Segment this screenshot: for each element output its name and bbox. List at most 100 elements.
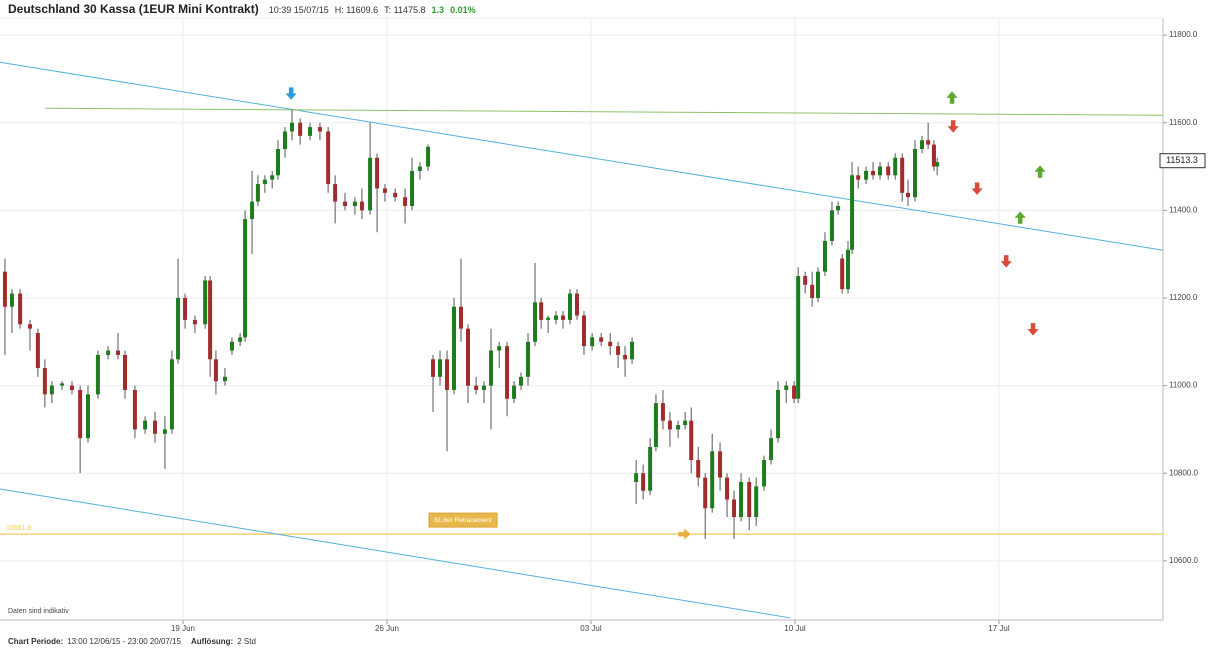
candle-body xyxy=(162,429,167,434)
candle-body xyxy=(696,460,701,478)
candle-body xyxy=(431,359,436,377)
candle-body xyxy=(754,486,759,518)
candle-body xyxy=(519,376,524,386)
resolution: 2 Std xyxy=(237,637,256,646)
candle-body xyxy=(474,385,479,390)
price-box xyxy=(1159,153,1206,169)
chart: Daten sind indikativ 10600.0 10800.0 11000… xyxy=(0,17,1206,633)
candle-body xyxy=(567,293,572,320)
candle-body xyxy=(845,249,850,290)
candle-body xyxy=(238,337,243,342)
candle-body xyxy=(382,188,387,193)
candle-body xyxy=(49,385,54,395)
candle-body xyxy=(900,157,905,193)
candle-body xyxy=(776,389,781,439)
time: 10:39 15/07/15 xyxy=(268,5,329,15)
candle-body xyxy=(368,157,373,211)
x-tick-label: 03 Jul xyxy=(580,624,602,633)
arrow-marker xyxy=(284,86,298,101)
candle-body xyxy=(634,473,639,482)
candle-body xyxy=(282,131,287,150)
candle-body xyxy=(526,341,531,377)
candle-body xyxy=(747,481,752,518)
candle-body xyxy=(660,403,665,421)
period: 13:00 12/06/15 - 23:00 20/07/15 xyxy=(67,637,181,646)
candle-body xyxy=(222,376,227,382)
candle-body xyxy=(732,499,737,518)
x-tick-label: 26 Jun xyxy=(375,624,399,633)
candle-body xyxy=(375,157,380,189)
candle-body xyxy=(840,258,845,290)
candle-body xyxy=(878,166,883,176)
candle-body xyxy=(769,438,774,461)
arrow-marker xyxy=(946,119,960,134)
candle-body xyxy=(653,403,658,447)
footer: Chart Periode: 13:00 12/06/15 - 23:00 20… xyxy=(8,637,256,646)
x-tick-label: 17 Jul xyxy=(988,624,1010,633)
candle-body xyxy=(886,166,891,176)
candle-body xyxy=(689,420,694,461)
candle-body xyxy=(784,385,789,390)
candle-body xyxy=(153,420,158,434)
candle-body xyxy=(683,420,688,426)
low: T: 11475.8 xyxy=(384,5,426,15)
candle-body xyxy=(403,197,408,206)
candle-body xyxy=(123,354,128,390)
candle-body xyxy=(608,341,613,347)
candle-body xyxy=(393,192,398,198)
candle-body xyxy=(333,184,338,202)
candle-body xyxy=(482,385,487,390)
candle-body xyxy=(815,271,820,298)
arrow-marker xyxy=(1026,322,1040,337)
candle-body xyxy=(359,201,364,211)
candle-body xyxy=(822,241,827,272)
candle-body xyxy=(250,201,255,220)
x-tick-label: 19 Jun xyxy=(171,624,195,633)
candle-body xyxy=(739,481,744,518)
candle-body xyxy=(343,201,348,206)
candle-body xyxy=(856,175,861,180)
candle-body xyxy=(445,359,450,390)
candle-body xyxy=(243,219,248,338)
change: 1.3 xyxy=(431,5,445,15)
candle-body xyxy=(208,280,213,360)
candle-body xyxy=(417,166,422,171)
y-tick-label: 11600.0 xyxy=(1169,118,1198,127)
candle-body xyxy=(935,162,940,167)
candle-body xyxy=(176,297,181,360)
chart-title: Deutschland 30 Kassa (1EUR Mini Kontrakt… xyxy=(8,2,259,16)
candle-body xyxy=(648,446,653,491)
candle-body xyxy=(913,149,918,198)
y-tick-label: 11000.0 xyxy=(1169,381,1198,390)
level-label: 10661.0 xyxy=(6,525,31,532)
candle-body xyxy=(459,306,464,329)
candle-body xyxy=(60,383,65,386)
candle-body xyxy=(203,280,208,325)
candle-body xyxy=(308,127,313,136)
candle-body xyxy=(35,333,40,369)
note: Daten sind indikativ xyxy=(8,608,69,615)
trend-line xyxy=(44,107,1164,116)
header: Deutschland 30 Kassa (1EUR Mini Kontrakt… xyxy=(8,2,476,16)
candle-body xyxy=(352,201,357,206)
arrow-marker xyxy=(970,181,984,196)
candle-body xyxy=(505,346,510,399)
candle-body xyxy=(836,205,841,211)
candle-body xyxy=(95,354,100,395)
candle-body xyxy=(9,293,14,307)
candle-body xyxy=(326,131,331,185)
candle-body xyxy=(262,179,267,185)
candle-body xyxy=(132,389,137,430)
candle-body xyxy=(554,315,559,320)
candle-body xyxy=(920,140,925,150)
candle-body xyxy=(169,359,174,430)
trend-line xyxy=(0,61,1164,251)
candle-body xyxy=(810,284,815,298)
arrow-marker xyxy=(1033,164,1047,179)
candle-body xyxy=(616,346,621,355)
candle-body xyxy=(546,317,551,320)
candle-body xyxy=(497,346,502,351)
candle-body xyxy=(42,368,47,395)
candle-body xyxy=(641,473,646,491)
